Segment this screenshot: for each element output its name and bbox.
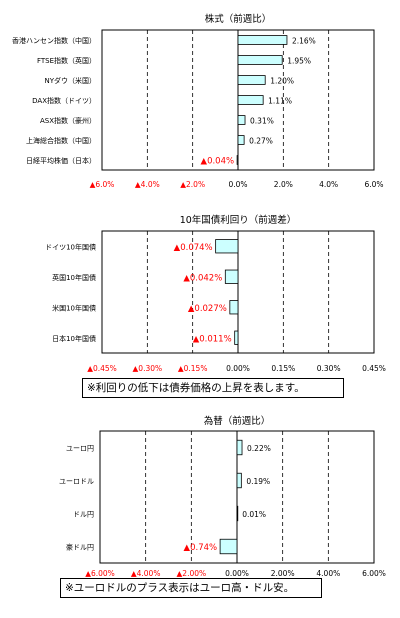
stocks-tick-label: ▲2.0% [180, 180, 205, 189]
fx-tick-label: ▲2.00% [177, 569, 207, 578]
yields-category-label: 日本10年国債 [52, 334, 96, 343]
yields-tick-label: 0.15% [271, 364, 295, 373]
yields-chart-title: 10年国債利回り（前週差） [180, 214, 297, 226]
stocks-bar [237, 35, 288, 45]
yields-tick-label: ▲0.15% [178, 364, 208, 373]
yields-tick-label: 0.45% [362, 364, 386, 373]
yields-bar [215, 239, 239, 254]
stocks-bar [237, 115, 246, 125]
yields-value-label: ▲0.074% [174, 243, 213, 253]
stocks-tick-label: 0.0% [228, 180, 247, 189]
yields-bar [234, 330, 239, 345]
stocks-tick-label: ▲6.0% [90, 180, 115, 189]
yields-tick-label: 0.00% [226, 364, 250, 373]
fx-category-label: ドル円 [73, 511, 94, 519]
yields-bar [229, 300, 239, 315]
fx-category-label: ユーロ円 [66, 445, 94, 453]
stocks-bar [237, 75, 266, 85]
fx-value-label: 0.19% [246, 477, 270, 486]
stocks-value-label: 1.11% [268, 97, 292, 106]
yields-value-label: ▲0.011% [193, 334, 232, 344]
stocks-category-label: 香港ハンセン指数（中国） [12, 36, 96, 45]
stocks-value-label: ▲0.04% [201, 157, 235, 167]
fx-value-label: ▲0.74% [184, 543, 218, 553]
stocks-category-label: DAX指数（ドイツ） [32, 96, 96, 105]
stocks-tick-label: 6.0% [364, 180, 383, 189]
fx-tick-label: ▲4.00% [131, 569, 161, 578]
stocks-bar [236, 155, 239, 165]
fx-note: ※ユーロドルのプラス表示はユーロ高・ドル安。 [60, 578, 322, 598]
stocks-bar [237, 55, 283, 65]
yields-tick-label: 0.30% [317, 364, 341, 373]
stocks-value-label: 2.16% [292, 37, 316, 46]
yield-note: ※利回りの低下は債券価格の上昇を表します。 [82, 378, 344, 398]
stocks-tick-label: 4.0% [319, 180, 338, 189]
stocks-tick-label: ▲4.0% [135, 180, 160, 189]
stocks-bar [237, 135, 245, 145]
fx-bar [236, 472, 242, 489]
fx-bar [236, 439, 243, 456]
stocks-category-label: NYダウ（米国） [44, 76, 96, 85]
fx-tick-label: 0.00% [225, 569, 249, 578]
fx-value-label: 0.01% [242, 510, 266, 519]
fx-tick-label: 2.00% [271, 569, 295, 578]
fx-chart-title: 為替（前週比） [204, 415, 271, 427]
stocks-category-label: ASX指数（豪州） [40, 116, 96, 125]
fx-value-label: 0.22% [247, 444, 271, 453]
stocks-value-label: 1.20% [270, 77, 294, 86]
stocks-value-label: 0.31% [250, 117, 274, 126]
stocks-value-label: 1.95% [287, 57, 311, 66]
fx-category-label: 豪ドル円 [66, 543, 94, 552]
yields-bar [224, 269, 239, 284]
fx-bar [236, 505, 239, 522]
yields-category-label: 英国10年国債 [52, 273, 96, 282]
fx-category-label: ユーロドル [59, 478, 94, 486]
stocks-category-label: 上海総合指数（中国） [26, 136, 96, 145]
yields-category-label: ドイツ10年国債 [45, 242, 96, 251]
yields-value-label: ▲0.027% [188, 304, 227, 314]
stocks-tick-label: 2.0% [274, 180, 293, 189]
yields-category-label: 米国10年国債 [52, 303, 96, 312]
yields-value-label: ▲0.042% [183, 273, 222, 283]
stocks-category-label: 日経平均株価（日本） [26, 156, 96, 165]
fx-tick-label: 4.00% [316, 569, 340, 578]
stocks-category-label: FTSE指数（英国） [37, 56, 96, 65]
stocks-bar [237, 95, 264, 105]
fx-bar [219, 538, 238, 555]
stocks-value-label: 0.27% [249, 137, 273, 146]
fx-tick-label: ▲6.00% [85, 569, 115, 578]
fx-tick-label: 6.00% [362, 569, 386, 578]
stocks-chart-title: 株式（前週比） [205, 13, 272, 25]
yields-tick-label: ▲0.30% [133, 364, 163, 373]
yields-tick-label: ▲0.45% [87, 364, 117, 373]
